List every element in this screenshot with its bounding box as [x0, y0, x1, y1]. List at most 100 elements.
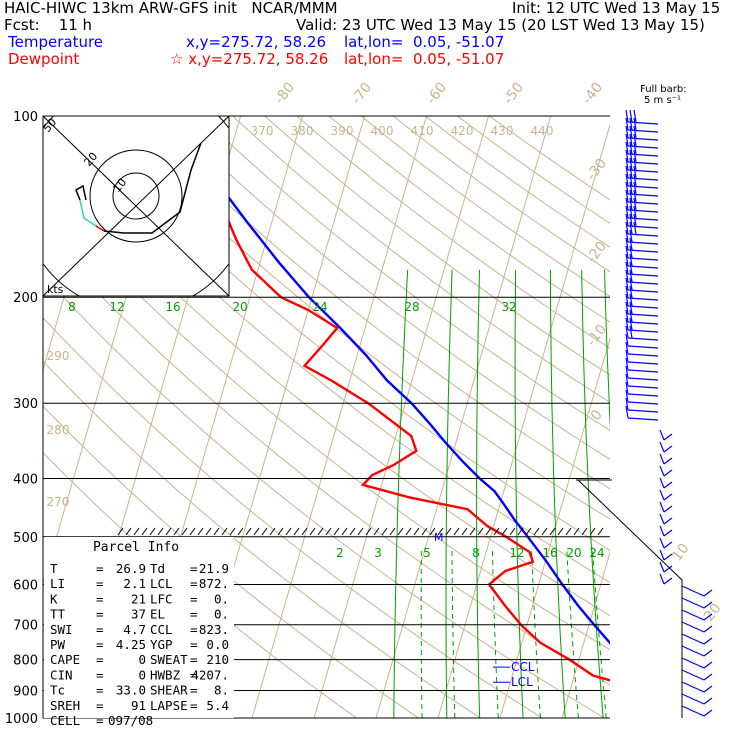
parcel-row-eq: =: [190, 607, 198, 622]
wind-barb: [659, 441, 665, 453]
stability-hatch: [181, 527, 188, 536]
parcel-row-value: 4207.: [191, 667, 229, 682]
parcel-row-value: 8.: [214, 683, 229, 698]
stability-hatch: [501, 527, 508, 536]
wind-barb: [681, 693, 705, 705]
stability-hatch: [381, 527, 388, 536]
mixing-ratio-label: 2: [336, 546, 344, 560]
temperature-legend: Temperature: [8, 33, 104, 51]
isotherm-label: -30: [584, 156, 611, 184]
stability-hatch: [293, 527, 300, 536]
stability-hatch: [549, 527, 556, 536]
wind-barb-flag: [625, 213, 629, 227]
wind-barb-flag: [629, 109, 633, 123]
wind-barb: [627, 377, 659, 381]
mixing-ratio-label: 5: [423, 546, 431, 560]
isotherm-line: [499, 336, 610, 718]
wind-barb-flag: [629, 189, 633, 203]
isotherm-label: -70: [349, 80, 376, 108]
stability-hatch: [397, 527, 404, 536]
dry-adiabat: [43, 155, 610, 617]
moist-line: [514, 269, 524, 718]
stability-hatch: [389, 527, 396, 536]
dry-adiabat: [232, 116, 610, 403]
level-marker-label: LCL: [511, 675, 533, 689]
stability-hatch: [285, 527, 292, 536]
stability-hatch: [173, 527, 180, 536]
pressure-label: 800: [13, 654, 38, 669]
stability-hatch: [573, 527, 580, 536]
init-time: Init: 12 UTC Wed 13 May 15: [512, 0, 721, 17]
theta-label: 440: [531, 124, 554, 138]
wind-barb-flag: [703, 649, 713, 657]
parcel-row-key: SWI: [50, 622, 73, 637]
parcel-row-value: 2.1: [123, 576, 146, 591]
wind-barb-flag: [703, 661, 713, 669]
stability-hatch: [565, 527, 572, 536]
wind-barb-flag: [663, 457, 673, 465]
parcel-row-key: Td: [150, 561, 165, 576]
stability-hatch: [517, 527, 524, 536]
wind-barb-flag: [625, 197, 629, 211]
stability-hatch: [589, 527, 596, 536]
stability-hatch: [525, 527, 532, 536]
wind-barb-flag: [629, 157, 633, 171]
dewpoint-xy: ☆ x,y=275.72, 58.26: [170, 50, 329, 68]
stability-hatch: [197, 527, 204, 536]
wind-barb: [627, 209, 659, 213]
wind-barb-flag: [663, 553, 673, 561]
wind-barb: [681, 669, 705, 681]
wind-barb: [681, 645, 705, 657]
stability-hatch: [301, 527, 308, 536]
isotherm-label: -40: [580, 80, 607, 108]
stability-hatch: [445, 527, 452, 536]
mixing-ratio-label: 16: [542, 546, 557, 560]
dry-adiabat: [264, 116, 610, 376]
stability-hatch: [189, 527, 196, 536]
barb-legend-line2: 5 m s⁻¹: [644, 95, 681, 106]
parcel-row-key: PW: [50, 637, 66, 652]
parcel-row-key: LFC: [150, 591, 173, 606]
parcel-row-eq: =: [96, 637, 104, 652]
wind-barb-flag: [629, 149, 633, 163]
wind-barb: [627, 345, 659, 349]
theta-label: 410: [411, 124, 434, 138]
wind-barb-flag: [633, 117, 637, 131]
wind-barb-flag: [625, 149, 629, 163]
wind-barb-flag: [633, 181, 637, 195]
wind-barb-flag: [629, 277, 633, 291]
mixing-ratio-label: 24: [589, 546, 604, 560]
wind-barb: [681, 609, 705, 621]
mixing-ratio-label: 20: [566, 546, 581, 560]
theta-label: 380: [291, 124, 314, 138]
wind-barb: [627, 177, 659, 181]
temperature-profile: [177, 116, 610, 645]
dry-adiabat: [392, 116, 610, 273]
wind-barb: [659, 525, 665, 537]
stability-hatch: [117, 527, 124, 536]
parcel-row-value: 4.25: [116, 637, 146, 652]
parcel-row-value: 26.9: [116, 561, 146, 576]
mixing-ratio-label: 8: [68, 300, 76, 314]
theta-label: 400: [371, 124, 394, 138]
parcel-row-key: CAPE: [50, 652, 80, 667]
wind-barb-flag: [633, 189, 637, 203]
parcel-row-key: SWEAT: [150, 652, 188, 667]
wind-barb-flag: [625, 253, 629, 267]
stability-hatch: [229, 527, 236, 536]
stability-hatch: [165, 527, 172, 536]
parcel-row-eq: =: [96, 591, 104, 606]
wind-barb: [627, 257, 659, 261]
wind-barb: [627, 289, 659, 293]
wind-barb: [627, 329, 659, 333]
isotherm-label: -20: [584, 239, 611, 267]
parcel-row-eq: =: [96, 698, 104, 713]
parcel-row-key: SHEAR: [150, 683, 188, 698]
wind-barb: [627, 129, 659, 133]
wind-barb-flag: [629, 117, 633, 131]
stability-hatch: [221, 527, 228, 536]
moist-line: [638, 270, 672, 718]
moist-line: [581, 269, 604, 718]
wind-barb-flag: [633, 133, 637, 147]
wind-barb: [627, 233, 659, 237]
